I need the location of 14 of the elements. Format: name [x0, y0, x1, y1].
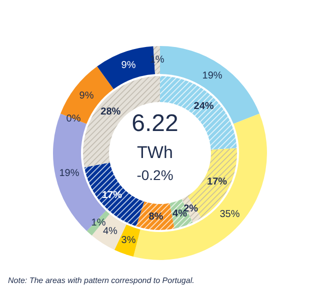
data-label: 19%: [202, 70, 222, 82]
data-label: 17%: [207, 176, 228, 188]
data-label: 28%: [100, 106, 121, 118]
data-label: 9%: [121, 60, 136, 71]
data-label: 1%: [91, 217, 106, 228]
text: TWh: [137, 143, 173, 162]
text: -0.2%: [136, 167, 174, 183]
data-label: 4%: [102, 226, 118, 238]
data-label: 35%: [220, 209, 240, 220]
data-label: 3%: [121, 235, 136, 246]
data-label: 9%: [79, 90, 94, 102]
text: Note: The areas with pattern correspond to Portugal.: [8, 276, 194, 285]
data-label: 19%: [59, 168, 80, 179]
text: 6.22: [132, 110, 178, 137]
